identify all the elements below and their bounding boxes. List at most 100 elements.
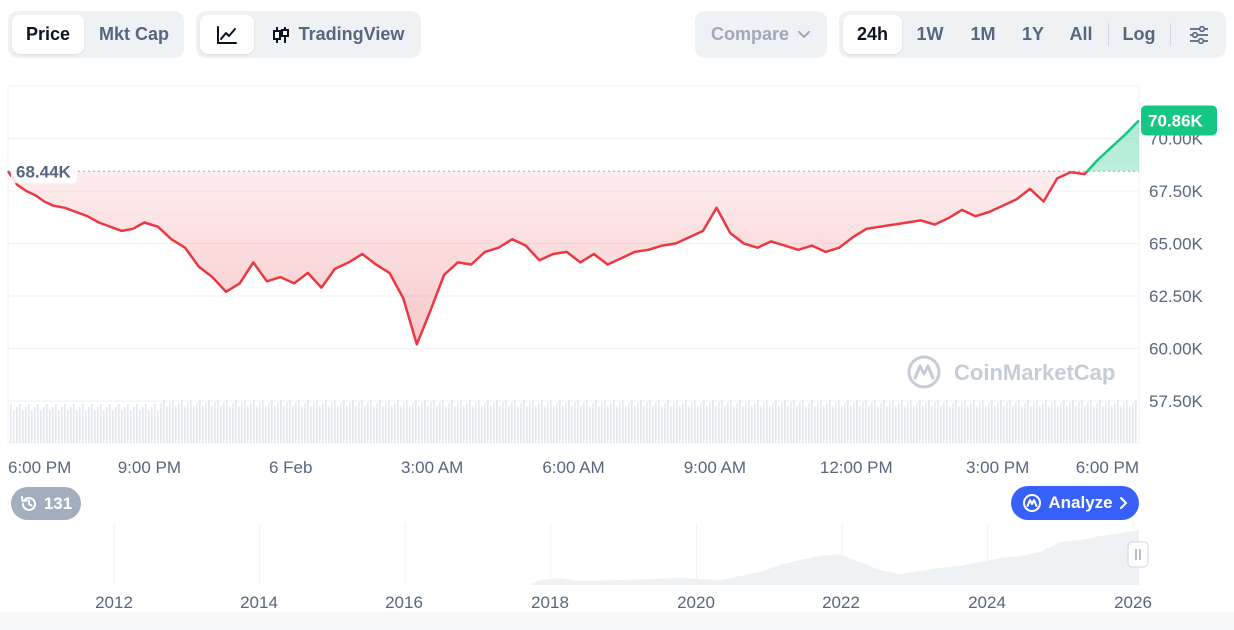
volume-bar (847, 400, 849, 443)
history-badge[interactable]: 131 (11, 487, 81, 520)
volume-bar (358, 403, 360, 443)
range-all[interactable]: All (1069, 24, 1093, 44)
volume-bar (580, 406, 582, 443)
x-tick-label: 6:00 PM (8, 458, 71, 477)
volume-bar (640, 400, 642, 443)
volume-bar (112, 410, 114, 443)
range-1y[interactable]: 1Y (1021, 24, 1045, 44)
range-1w[interactable]: 1W (916, 24, 944, 44)
volume-bar (868, 406, 870, 443)
volume-bar (1132, 403, 1134, 443)
volume-bar (160, 403, 162, 443)
volume-bar (724, 406, 726, 443)
volume-bar (256, 406, 258, 443)
page-footer-strip (0, 612, 1234, 630)
history-icon (20, 495, 36, 511)
volume-bar (28, 404, 30, 443)
volume-bar (568, 400, 570, 443)
volume-bar (466, 403, 468, 443)
volume-bar (775, 400, 777, 443)
volume-bar (427, 406, 429, 443)
volume-bar (634, 406, 636, 443)
open-price-text: 68.44K (16, 162, 72, 181)
volume-bar (436, 406, 438, 443)
volume-bar (307, 400, 309, 443)
volume-bar (196, 403, 198, 443)
volume-bar (766, 400, 768, 443)
volume-bar (880, 403, 882, 443)
volume-bar (1009, 400, 1011, 443)
volume-bar (469, 400, 471, 443)
volume-bar (607, 406, 609, 443)
volume-bar (859, 406, 861, 443)
volume-bar (499, 406, 501, 443)
price-area-down (8, 171, 1139, 345)
volume-bar (154, 404, 156, 443)
volume-bar (64, 404, 66, 443)
volume-bar (370, 400, 372, 443)
volume-bar (430, 403, 432, 443)
volume-bar (970, 403, 972, 443)
tradingview-button[interactable]: TradingView (258, 15, 417, 54)
volume-bar (895, 406, 897, 443)
analyze-button[interactable]: Analyze (1011, 486, 1139, 520)
chart-settings-button[interactable] (1176, 15, 1222, 54)
volume-bar (37, 404, 39, 443)
volume-bar (1003, 406, 1005, 443)
navigator[interactable]: 2012 2014 2016 2018 2020 2022 2024 2026 (8, 523, 1152, 612)
y-tick-label: 57.50K (1149, 392, 1204, 411)
compare-dropdown[interactable]: Compare (695, 11, 827, 58)
navigator-area (8, 530, 1139, 585)
volume-bar (1018, 400, 1020, 443)
log-scale-button[interactable]: Log (1122, 24, 1156, 44)
range-1m[interactable]: 1M (970, 24, 996, 44)
x-tick-label: 6:00 AM (542, 458, 604, 477)
volume-bar (763, 403, 765, 443)
volume-bar (310, 406, 312, 443)
volume-bar (379, 400, 381, 443)
volume-bar (685, 400, 687, 443)
volume-bar (913, 406, 915, 443)
volume-bar (682, 403, 684, 443)
volume-bar (115, 407, 117, 443)
volume-bar (700, 403, 702, 443)
volume-bar (982, 400, 984, 443)
compare-button[interactable]: Compare (699, 15, 823, 54)
navigator-handle[interactable] (1127, 541, 1149, 568)
volume-bar (490, 406, 492, 443)
volume-bar (826, 403, 828, 443)
mktcap-tab[interactable]: Mkt Cap (98, 24, 169, 44)
volume-bar (844, 403, 846, 443)
volume-bar (709, 403, 711, 443)
volume-bar (355, 406, 357, 443)
range-24h[interactable]: 24h (843, 15, 902, 54)
volume-bar (232, 403, 234, 443)
plot-area (7, 85, 1140, 444)
volume-bar (262, 400, 264, 443)
volume-bar (1051, 403, 1053, 443)
volume-bar (727, 403, 729, 443)
volume-bar (82, 404, 84, 443)
volume-bar (715, 406, 717, 443)
chevron-down-icon (798, 30, 811, 38)
volume-bar (394, 403, 396, 443)
volume-bar (901, 400, 903, 443)
volume-bar (619, 403, 621, 443)
volume-bar (658, 400, 660, 443)
volume-bar (964, 400, 966, 443)
price-mktcap-toggle: Price Mkt Cap (8, 11, 184, 58)
volume-bar (751, 406, 753, 443)
price-tab[interactable]: Price (12, 15, 84, 54)
line-chart-button[interactable] (200, 15, 254, 54)
volume-bar (622, 400, 624, 443)
volume-bar (946, 400, 948, 443)
volume-bar (151, 407, 153, 443)
volume-bar (1072, 400, 1074, 443)
volume-bar (43, 407, 45, 443)
volume-bar (283, 406, 285, 443)
volume-bar (613, 400, 615, 443)
volume-bar (1081, 400, 1083, 443)
volume-bar (316, 400, 318, 443)
volume-bar (547, 403, 549, 443)
